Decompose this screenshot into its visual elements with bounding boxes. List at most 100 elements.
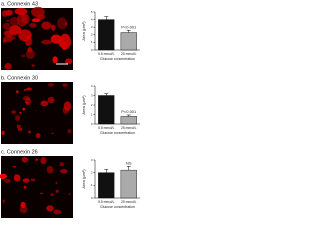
stain [19,111,22,114]
stain [48,82,55,87]
stain [40,100,49,107]
stain [12,165,17,168]
stain [14,115,21,121]
y-tick-label: 3 [91,93,93,97]
stain [31,6,45,18]
stain [4,62,12,70]
stain [27,47,33,53]
annotation: NS [126,160,132,165]
stain [68,193,71,195]
x-axis-label: Glucose concentration [100,131,135,135]
stain [50,24,56,31]
y-tick-label: 1 [91,112,93,116]
stain [35,158,38,161]
x-tick-label: 25 mmol/L [121,52,137,56]
x-tick-label: 25 mmol/L [121,126,137,130]
y-tick-label: 1 [91,183,93,187]
stain [55,181,58,185]
stain [59,169,68,174]
stain [39,192,44,195]
stain [53,209,62,215]
stain [25,97,32,106]
stain [6,19,10,22]
stain [62,83,68,88]
stain [41,21,52,30]
y-tick-label: 0 [91,196,93,200]
y-tick-label: 3 [91,158,93,162]
y-tick-label: 2 [91,170,93,174]
stain [23,185,27,189]
y-tick-label: 5 [91,10,93,14]
annotation: P<0.001 [121,109,137,114]
bar [98,19,115,51]
x-tick-label: 5.5 mmol/L [98,126,114,130]
y-tick-label: 2 [91,33,93,37]
bar [120,116,137,125]
stain [20,54,26,58]
stain [25,88,29,90]
stain [2,199,6,204]
bar [120,169,137,199]
bar [98,172,115,199]
stain [16,90,19,94]
stain [14,7,28,15]
stain [3,29,17,38]
stain [9,16,20,27]
x-tick-label: 5.5 mmol/L [98,200,114,204]
stain [51,132,54,134]
stain [22,178,30,183]
stain [25,49,35,59]
y-axis-label: Area (μm²) [81,95,86,115]
stain [46,165,54,174]
stain [55,189,59,193]
y-tick-label: 0 [91,122,93,126]
stain [0,173,7,180]
stain [31,18,41,23]
panel-title: b. Connexin 30 [1,75,38,81]
y-tick-label: 2 [91,103,93,107]
figure: a. Connexin 43 0 1 2 3 4 5 Area (μm²) 5.5 mmol/L… [0,1,140,218]
stain [12,37,16,40]
stain [35,110,38,111]
stain [13,174,21,182]
stain [46,205,54,212]
stain [25,36,33,47]
panel-title: a. Connexin 43 [1,1,38,7]
stain [29,22,37,28]
y-tick-label: 4 [91,17,93,21]
stain [67,129,72,134]
stain [28,130,31,134]
page: a. Connexin 43 0 1 2 3 4 5 Area (μm²) 5.5 mmol/L… [0,1,140,218]
stain [62,105,70,115]
stain [21,156,28,163]
y-tick-label: 0 [91,48,93,52]
annotation: P<0.001 [121,24,137,29]
x-axis-label: Glucose concentration [100,57,135,61]
bar [120,32,137,51]
stain [40,156,47,165]
stain [52,56,58,64]
stain [65,58,73,65]
stain [1,10,8,17]
stain [22,107,26,111]
y-tick-label: 3 [91,25,93,29]
stain [30,178,36,182]
stain [20,201,26,209]
stain [50,34,62,44]
x-axis-label: Glucose concentration [100,205,135,209]
x-tick-label: 25 mmol/L [121,200,137,204]
stain [2,22,11,30]
stain [23,88,27,92]
bar [98,95,115,125]
stain [17,127,23,131]
stain [2,39,6,43]
y-tick-label: 1 [91,40,93,44]
stain [16,124,21,129]
stain [47,96,55,104]
y-tick-label: 4 [91,84,93,88]
stain [59,33,71,50]
stain [31,64,35,67]
y-axis-label: Area (μm²) [81,169,86,189]
stain [1,130,5,135]
stain [41,39,53,45]
